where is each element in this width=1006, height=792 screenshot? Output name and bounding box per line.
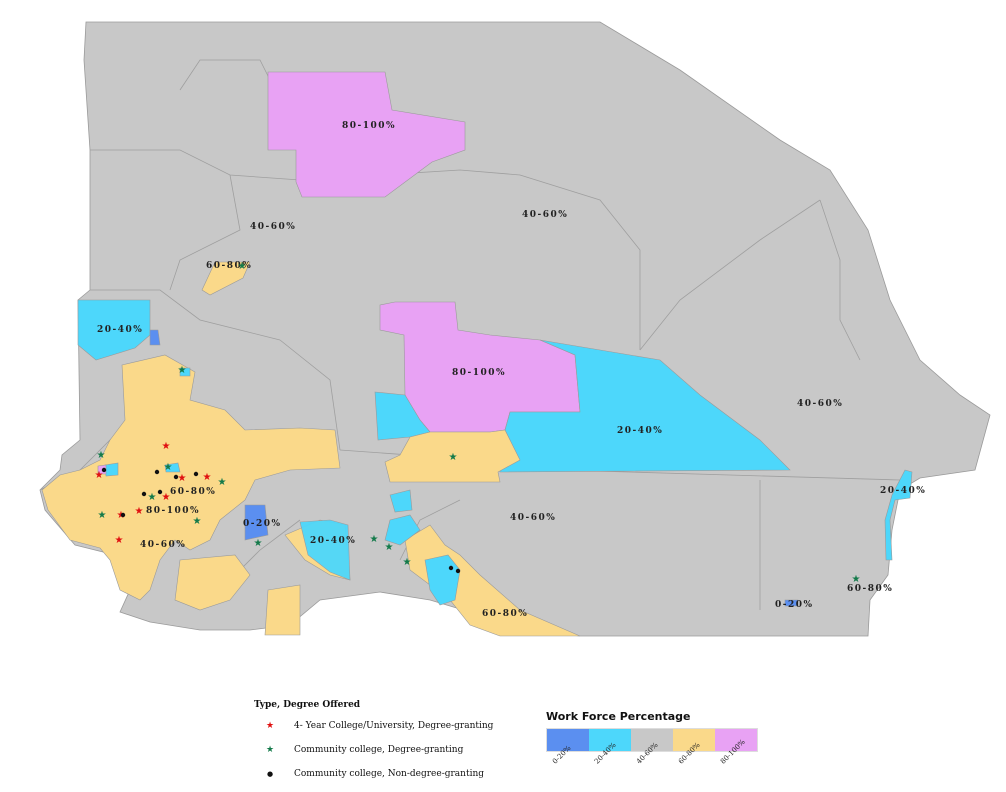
map-label: 40-60%	[510, 513, 556, 523]
map-label: 0-20%	[243, 519, 282, 529]
marker-cc-non-degree[interactable]	[154, 469, 160, 475]
marker-cc-degree[interactable]: ★	[403, 557, 412, 568]
marker-cc-non-degree[interactable]	[193, 471, 199, 477]
marker-cc-non-degree[interactable]	[101, 467, 107, 473]
map-label: 60-80%	[170, 487, 216, 497]
swatch-20-40	[589, 729, 631, 751]
marker-4year[interactable]: ★	[162, 441, 171, 452]
marker-4year[interactable]: ★	[95, 470, 104, 481]
map-label: 60-80%	[847, 584, 893, 594]
marker-cc-degree[interactable]: ★	[178, 365, 187, 376]
map-label: 20-40%	[310, 536, 356, 546]
map-label: 40-60%	[250, 222, 296, 232]
swatch-80-100	[715, 729, 757, 751]
region-sw-60-80	[41, 354, 341, 601]
marker-cc-non-degree[interactable]	[120, 512, 126, 518]
map-label: 40-60%	[140, 540, 186, 550]
marker-cc-degree[interactable]: ★	[193, 516, 202, 527]
map-label: 60-80%	[482, 609, 528, 619]
workforce-legend-title: Work Force Percentage	[546, 710, 691, 723]
region-nw-60-80	[201, 261, 251, 296]
marker-cc-degree[interactable]: ★	[148, 492, 157, 503]
black-dot-icon: ●	[266, 770, 274, 778]
marker-4year[interactable]: ★	[203, 472, 212, 483]
red-star-icon: ★	[265, 721, 275, 731]
region-far-east-20-40	[884, 469, 913, 561]
region-s-60-80-a	[174, 554, 251, 611]
marker-cc-degree[interactable]: ★	[164, 462, 173, 473]
region-north-80-100	[267, 71, 466, 198]
marker-cc-non-degree[interactable]	[455, 568, 461, 574]
region-s-20-40	[299, 519, 351, 581]
marker-cc-degree[interactable]: ★	[218, 477, 227, 488]
region-urban-20-40	[104, 462, 119, 477]
marker-4year[interactable]: ★	[115, 535, 124, 546]
marker-cc-non-degree[interactable]	[141, 491, 147, 497]
map-label: 40-60%	[797, 399, 843, 409]
marker-cc-degree[interactable]: ★	[238, 261, 247, 272]
legend-item-label: Community college, Non-degree-granting	[294, 769, 485, 779]
marker-4year[interactable]: ★	[162, 492, 171, 503]
map-label: 20-40%	[97, 325, 143, 335]
marker-cc-non-degree[interactable]	[157, 489, 163, 495]
marker-cc-degree[interactable]: ★	[852, 574, 861, 585]
map-label: 40-60%	[522, 210, 568, 220]
marker-cc-degree[interactable]: ★	[97, 450, 106, 461]
region-s-0-20	[244, 504, 269, 541]
noncredit-markers	[101, 467, 461, 574]
region-labels: 80-100% 40-60% 40-60% 60-80% 20-40% 80-1…	[97, 121, 926, 619]
region-w-0-20	[149, 329, 161, 346]
workforce-color-scale	[546, 728, 758, 752]
marker-cc-degree[interactable]: ★	[385, 542, 394, 553]
region-mid-60-80	[384, 429, 521, 483]
legend-title: Type, Degree Offered	[254, 700, 361, 710]
swatch-40-60	[631, 729, 673, 751]
region-s-60-80-b	[264, 584, 301, 636]
region-urban-20-40-c	[179, 367, 191, 377]
marker-4year[interactable]: ★	[178, 473, 187, 484]
map-label: 0-20%	[775, 600, 814, 610]
marker-cc-non-degree[interactable]	[448, 565, 454, 571]
region-far-se-0-20	[784, 599, 799, 607]
region-se-20-40-a	[384, 514, 421, 546]
county-base-40-60	[39, 21, 991, 637]
map-label: 60-80%	[206, 261, 252, 271]
marker-cc-degree[interactable]: ★	[254, 538, 263, 549]
green-star-icon: ★	[265, 745, 275, 755]
legend-item-label: 4- Year College/University, Degree-grant…	[294, 721, 494, 731]
marker-cc-non-degree[interactable]	[173, 474, 179, 480]
marker-4year[interactable]: ★	[135, 506, 144, 517]
legend-item-cc-non-degree: ● Community college, Non-degree-granting	[262, 769, 484, 783]
map-label: 80-100%	[342, 121, 396, 131]
region-urban-20-40-b	[164, 462, 181, 473]
region-se-20-40-c	[389, 489, 413, 513]
legend-item-label: Community college, Degree-granting	[294, 745, 464, 755]
map-label: 20-40%	[880, 486, 926, 496]
map-label: 80-100%	[452, 368, 506, 378]
marker-cc-degree[interactable]: ★	[370, 534, 379, 545]
map-label: 80-100%	[146, 506, 200, 516]
swatch-0-20	[547, 729, 589, 751]
map-label: 20-40%	[617, 426, 663, 436]
legend-item-4year: ★ 4- Year College/University, Degree-gran…	[262, 721, 493, 735]
swatch-60-80	[673, 729, 715, 751]
region-west-20-40	[77, 299, 151, 361]
marker-cc-degree[interactable]: ★	[449, 452, 458, 463]
legend-item-cc-degree: ★ Community college, Degree-granting	[262, 745, 463, 759]
marker-cc-degree[interactable]: ★	[98, 510, 107, 521]
